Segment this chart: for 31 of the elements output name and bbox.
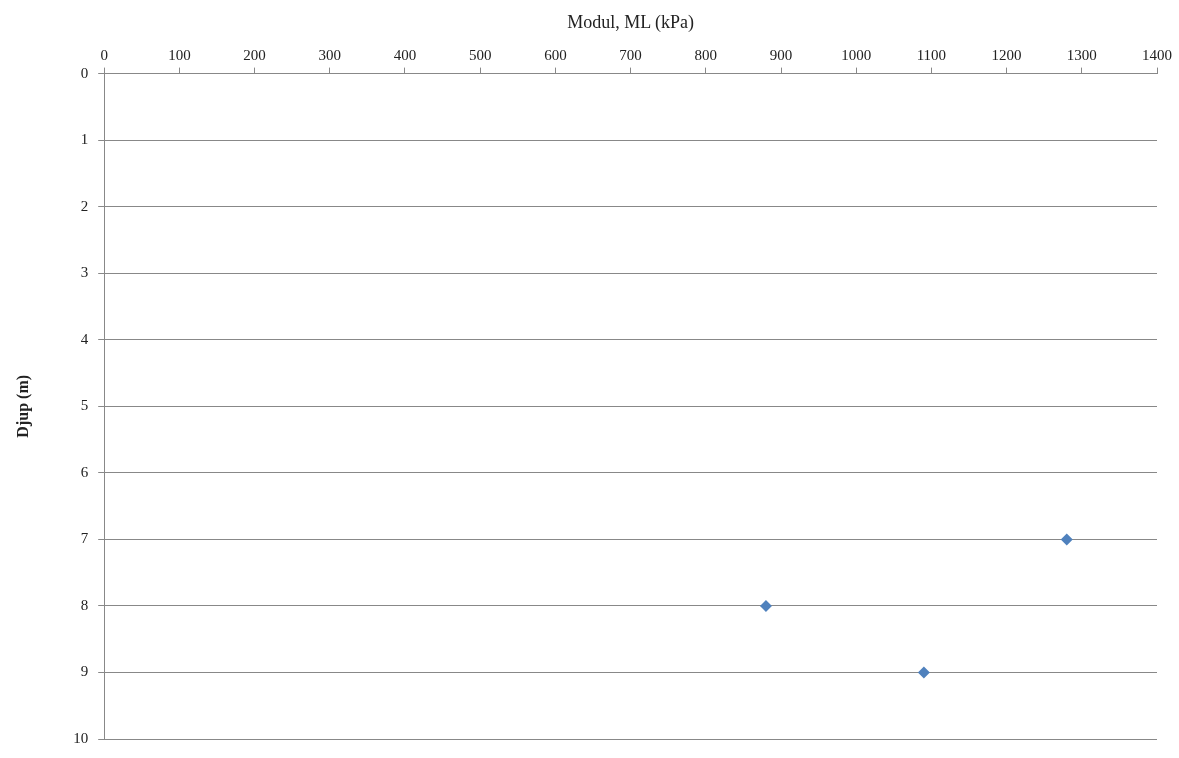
x-tick-label: 1200 — [991, 46, 1022, 63]
x-tick-label: 500 — [468, 46, 492, 63]
y-tick-label: 9 — [80, 663, 89, 680]
point — [917, 666, 930, 679]
y-tick-label: 4 — [80, 330, 89, 347]
x-tick-label: 1000 — [841, 46, 872, 63]
y-tick-label: 8 — [80, 596, 89, 613]
x-tick-label: 300 — [318, 46, 342, 63]
point — [1060, 533, 1073, 546]
x-tick-label: 0 — [100, 46, 108, 63]
x-tick-label: 800 — [694, 46, 718, 63]
x-tick-label: 600 — [544, 46, 567, 63]
y-tick-label: 1 — [80, 131, 89, 148]
x-tick-label: 100 — [168, 46, 191, 63]
x-tick-label: 1300 — [1066, 46, 1097, 63]
x-tick-label: 400 — [393, 46, 417, 63]
x-tick-label: 700 — [619, 46, 642, 63]
y-tick-label: 5 — [80, 397, 89, 414]
x-tick-label: 1100 — [916, 46, 947, 63]
x-tick-label: 900 — [769, 46, 793, 63]
x-tick-label: 1400 — [1142, 46, 1172, 63]
x-axis-title: Modul, ML (kPa) — [567, 11, 695, 33]
y-tick-label: 2 — [80, 197, 89, 214]
y-axis-title: Djup (m) — [13, 374, 32, 438]
point — [759, 599, 772, 612]
y-tick-label: 0 — [80, 64, 89, 81]
x-tick-label: 200 — [243, 46, 266, 63]
y-tick-label: 6 — [80, 463, 89, 480]
y-tick-label: 3 — [80, 264, 89, 281]
y-tick-label: 7 — [80, 530, 89, 547]
y-tick-label: 10 — [73, 729, 89, 746]
